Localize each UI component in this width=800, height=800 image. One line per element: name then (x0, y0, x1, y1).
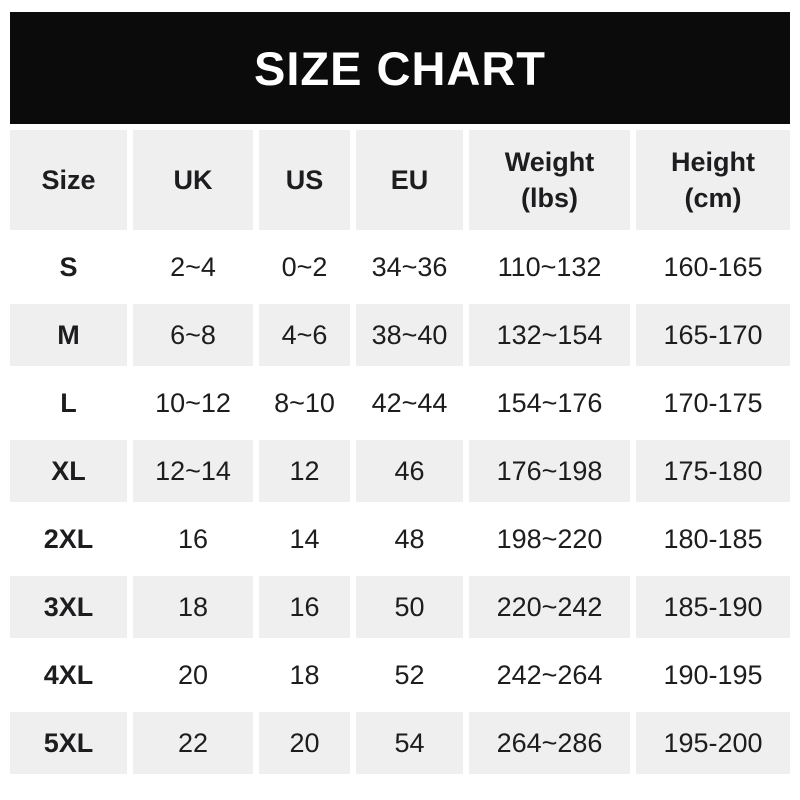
cell-us: 20 (259, 712, 350, 774)
cell-us: 18 (259, 644, 350, 706)
cell-eu: 54 (356, 712, 463, 774)
cell-weight: 154~176 (469, 372, 630, 434)
cell-uk: 2~4 (133, 236, 253, 298)
cell-size: L (10, 372, 127, 434)
col-header-height-unit: (cm) (684, 183, 742, 213)
cell-eu: 42~44 (356, 372, 463, 434)
cell-weight: 242~264 (469, 644, 630, 706)
cell-eu: 52 (356, 644, 463, 706)
title-banner: SIZE CHART (10, 12, 790, 124)
col-header-weight: Weight (lbs) (469, 130, 630, 230)
col-header-size: Size (10, 130, 127, 230)
table-row-l: L 10~12 8~10 42~44 154~176 170-175 (10, 372, 790, 434)
cell-uk: 16 (133, 508, 253, 570)
col-header-height-label: Height (671, 146, 755, 177)
col-header-eu: EU (356, 130, 463, 230)
col-header-us: US (259, 130, 350, 230)
cell-weight: 220~242 (469, 576, 630, 638)
col-header-height: Height (cm) (636, 130, 790, 230)
table-row-4xl: 4XL 20 18 52 242~264 190-195 (10, 644, 790, 706)
cell-uk: 12~14 (133, 440, 253, 502)
cell-height: 190-195 (636, 644, 790, 706)
cell-us: 8~10 (259, 372, 350, 434)
header-row: Size UK US EU Weight (lbs) Height (cm) (10, 130, 790, 230)
cell-us: 4~6 (259, 304, 350, 366)
cell-height: 175-180 (636, 440, 790, 502)
table-row-2xl: 2XL 16 14 48 198~220 180-185 (10, 508, 790, 570)
cell-size: S (10, 236, 127, 298)
col-header-size-label: Size (41, 164, 96, 195)
cell-height: 170-175 (636, 372, 790, 434)
cell-height: 180-185 (636, 508, 790, 570)
cell-uk: 22 (133, 712, 253, 774)
cell-weight: 198~220 (469, 508, 630, 570)
table-row-m: M 6~8 4~6 38~40 132~154 165-170 (10, 304, 790, 366)
cell-eu: 38~40 (356, 304, 463, 366)
col-header-eu-label: EU (390, 164, 429, 195)
col-header-weight-label: Weight (504, 146, 595, 177)
page-title: SIZE CHART (254, 41, 546, 95)
cell-us: 12 (259, 440, 350, 502)
size-chart-table: Size UK US EU Weight (lbs) Height (cm) S… (4, 124, 796, 780)
cell-uk: 20 (133, 644, 253, 706)
cell-size: XL (10, 440, 127, 502)
table-row-5xl: 5XL 22 20 54 264~286 195-200 (10, 712, 790, 774)
cell-height: 160-165 (636, 236, 790, 298)
cell-height: 195-200 (636, 712, 790, 774)
cell-us: 0~2 (259, 236, 350, 298)
table-row-3xl: 3XL 18 16 50 220~242 185-190 (10, 576, 790, 638)
col-header-us-label: US (285, 164, 324, 195)
cell-size: 5XL (10, 712, 127, 774)
col-header-weight-unit: (lbs) (521, 183, 578, 213)
table-row-xl: XL 12~14 12 46 176~198 175-180 (10, 440, 790, 502)
cell-height: 185-190 (636, 576, 790, 638)
cell-uk: 6~8 (133, 304, 253, 366)
table-row-s: S 2~4 0~2 34~36 110~132 160-165 (10, 236, 790, 298)
cell-height: 165-170 (636, 304, 790, 366)
cell-size: M (10, 304, 127, 366)
cell-uk: 18 (133, 576, 253, 638)
cell-eu: 34~36 (356, 236, 463, 298)
cell-weight: 264~286 (469, 712, 630, 774)
cell-us: 16 (259, 576, 350, 638)
cell-size: 2XL (10, 508, 127, 570)
cell-weight: 132~154 (469, 304, 630, 366)
cell-size: 4XL (10, 644, 127, 706)
cell-eu: 46 (356, 440, 463, 502)
cell-size: 3XL (10, 576, 127, 638)
col-header-uk: UK (133, 130, 253, 230)
cell-weight: 176~198 (469, 440, 630, 502)
col-header-uk-label: UK (173, 164, 213, 195)
cell-us: 14 (259, 508, 350, 570)
cell-weight: 110~132 (469, 236, 630, 298)
cell-eu: 50 (356, 576, 463, 638)
cell-uk: 10~12 (133, 372, 253, 434)
cell-eu: 48 (356, 508, 463, 570)
